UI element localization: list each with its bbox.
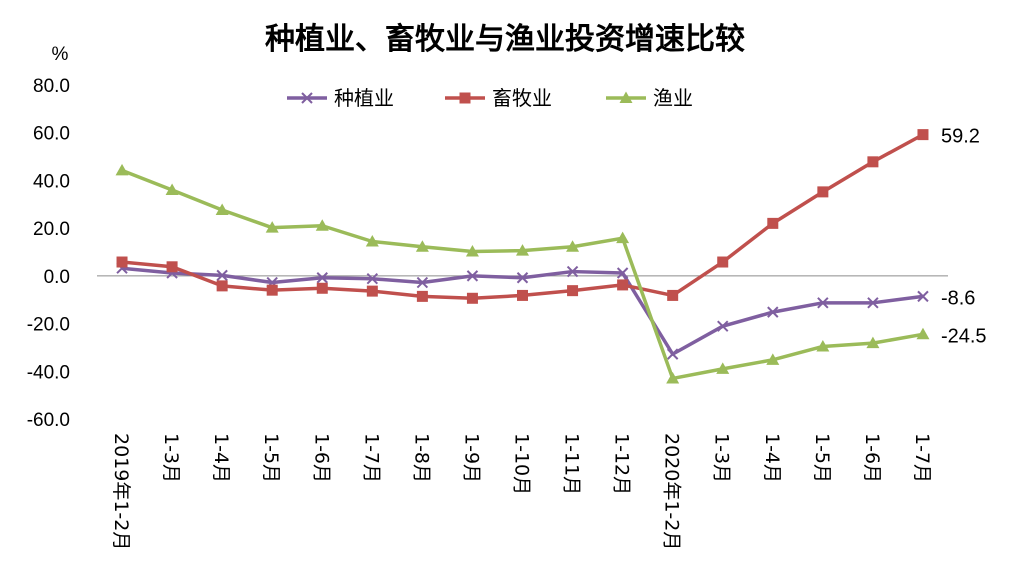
data-point [566,240,580,252]
x-axis-ticks: 2019年1-2月 1-3月 1-4月 1-5月 1-6月 1-7月 1-8月 1-9月 1-1… [110,433,933,550]
x-tick-label: 1-12月 [611,433,633,495]
data-point [316,272,328,284]
data-point [166,261,178,273]
legend-item: 畜牧业 [445,86,552,110]
legend-label: 种植业 [334,86,394,110]
data-point [867,297,879,309]
legend-marker [301,92,313,104]
data-point [416,276,429,289]
y-tick-label: -40.0 [27,362,70,383]
x-tick-label: 1-9月 [460,433,482,483]
data-point [416,290,428,302]
data-point [215,203,229,216]
y-tick-label: 0.0 [44,267,70,288]
data-point [265,221,279,233]
data-point [667,289,679,301]
x-tick-label: 1-3月 [711,433,733,483]
series-line [121,168,924,381]
series-layer: -8.6 59.2 -24.5 [115,126,987,384]
y-tick-label: 60.0 [33,124,70,145]
y-tick-label: -60.0 [27,410,70,431]
series-2: -24.5 [115,163,987,384]
data-label: -24.5 [941,325,987,347]
data-point [165,183,179,195]
series-0: -8.6 [116,262,975,360]
x-tick-label: 2020年1-2月 [661,433,683,550]
x-tick-label: 1-6月 [861,433,883,483]
data-point [616,267,629,279]
data-point [817,186,829,198]
data-point [415,240,429,252]
legend-marker [619,91,633,103]
x-tick-label: 1-5月 [811,433,833,483]
data-label: -8.6 [941,287,975,309]
data-point [816,339,830,352]
data-point [817,297,829,309]
data-point [466,292,478,304]
x-tick-label: 1-10月 [511,433,533,495]
data-point [917,290,929,303]
x-tick-label: 2019年1-2月 [110,433,132,550]
y-tick-label: 80.0 [33,76,70,97]
data-point [116,256,128,268]
data-point [517,289,528,301]
legend-item: 渔业 [606,86,693,110]
x-tick-label: 1-4月 [761,433,783,483]
legend-marker [459,92,471,104]
data-point [666,348,679,360]
x-tick-label: 1-7月 [911,433,933,483]
data-point [365,235,379,247]
data-point [366,273,379,285]
x-tick-label: 1-11月 [561,433,583,495]
y-axis-unit: % [52,44,69,65]
data-point [516,272,529,284]
data-point [917,129,929,141]
x-tick-label: 1-7月 [360,433,382,483]
data-point [216,269,228,282]
data-point [867,156,879,168]
data-point [465,245,479,257]
x-tick-label: 1-3月 [160,433,182,483]
series-1: 59.2 [116,126,980,304]
data-point [767,306,779,318]
data-point [717,320,729,332]
legend-item: 种植业 [287,86,394,110]
data-point [916,327,930,340]
chart-title: 种植业、畜牧业与渔业投资增速比较 [265,22,745,57]
data-point [766,353,780,365]
y-tick-label: 40.0 [33,171,70,192]
data-point [716,362,730,374]
data-point [115,163,129,176]
x-tick-label: 1-4月 [210,433,232,483]
data-point [216,280,228,292]
y-axis-ticks: 80.0 60.0 40.0 20.0 0.0 -20.0 -40.0 -60.0 [27,76,70,431]
series-line [121,266,924,356]
data-label: 59.2 [941,126,980,148]
data-point [466,270,479,282]
data-point [266,284,278,296]
data-point [666,371,680,384]
x-tick-label: 1-5月 [260,433,282,483]
legend-label: 畜牧业 [492,86,552,110]
data-point [567,285,579,297]
legend: 种植业 畜牧业 渔业 [287,86,693,110]
data-point [617,279,629,291]
data-point [315,219,329,231]
data-point [616,231,630,244]
legend-label: 渔业 [653,86,693,110]
y-tick-label: -20.0 [27,315,70,336]
data-point [316,282,328,294]
data-point [366,285,378,297]
x-tick-label: 1-6月 [310,433,332,483]
data-point [717,256,729,268]
data-point [767,217,779,229]
y-tick-label: 20.0 [33,219,70,240]
x-tick-label: 1-8月 [410,433,432,483]
data-point [516,244,529,256]
data-point [566,265,579,278]
data-point [866,336,880,349]
